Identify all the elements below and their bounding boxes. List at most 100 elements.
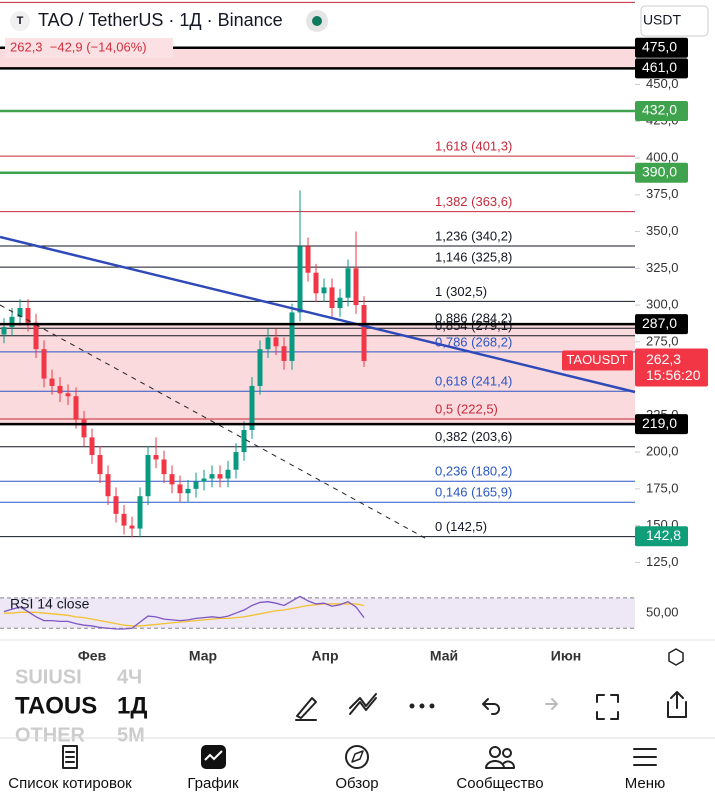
currency: USDT [643, 12, 682, 28]
picker-interval: 1Д [117, 692, 147, 719]
rsi-tick-label: 50,00 [646, 604, 679, 619]
quote: 262,3 −42,9 (−14,06%) [10, 39, 147, 54]
price-badge-label: 461,0 [642, 59, 677, 75]
candle-body [185, 488, 191, 494]
nav-label[interactable]: Сообщество [456, 775, 543, 792]
x-tick-label: Июн [551, 648, 581, 664]
share-icon[interactable] [667, 691, 687, 718]
currency-button[interactable] [640, 5, 709, 37]
candle-body [105, 474, 111, 497]
explore-icon[interactable] [345, 745, 369, 769]
dashed-trend-line [0, 304, 426, 539]
overlay: 475,0 461,0 432,0 390,0 287,0 219,0 142,8 TAOUS… [0, 37, 708, 664]
price-badge-label: 390,0 [642, 163, 677, 179]
x-tick-label: Фев [78, 648, 107, 664]
candle-body [81, 419, 87, 438]
x-tick-label: Мар [189, 648, 217, 664]
quote-bg [5, 38, 173, 58]
price-badge-label: 219,0 [642, 415, 677, 431]
nav-label[interactable]: Обзор [335, 775, 378, 792]
candle-body [153, 455, 159, 460]
fib-label: 0,886 (284,2) [435, 311, 512, 326]
candle-body [297, 246, 303, 313]
nav-label[interactable]: Список котировок [8, 775, 132, 792]
symbol-badge [562, 350, 633, 371]
fib-label: 0,146 (165,9) [435, 485, 512, 500]
candle-body [201, 478, 207, 482]
candle-body [73, 396, 79, 420]
fullscreen-icon[interactable] [596, 694, 619, 720]
fib-label: 0,786 (268,2) [435, 334, 512, 349]
fib-label: 1,382 (363,6) [435, 194, 512, 209]
fib-label: 0,854 (279,1) [435, 318, 512, 333]
rsi-ma [4, 603, 365, 627]
candle-body [233, 452, 239, 470]
redo-icon[interactable] [545, 698, 558, 710]
pencil-icon[interactable] [295, 697, 317, 721]
drawing-tools [295, 691, 687, 721]
candle-body [169, 474, 175, 485]
candle-body [337, 297, 343, 309]
candle-body [249, 385, 255, 431]
y-tick-label: 275,0 [646, 333, 679, 348]
candle-body [97, 455, 103, 475]
chart-icon[interactable] [201, 745, 226, 769]
logo-letter: T [17, 15, 24, 27]
menu-icon[interactable] [633, 748, 657, 766]
candle-body [65, 393, 71, 397]
fib-label: 1,236 (340,2) [435, 228, 512, 243]
y-tick-label: 300,0 [646, 297, 679, 312]
x-tick-label: Май [430, 648, 458, 664]
price-badge-label: 475,0 [642, 38, 677, 54]
candle-body [281, 346, 287, 361]
rsi-title: RSI 14 close [10, 596, 90, 612]
candle-body [121, 513, 127, 526]
nav-label[interactable]: График [187, 775, 239, 792]
candle-body [329, 287, 335, 309]
price-badge [635, 162, 688, 183]
compass-needle [351, 750, 364, 763]
candle-body [49, 378, 55, 386]
fib-label: 0 (142,5) [435, 519, 487, 534]
rsi-band-bg [0, 597, 635, 629]
undo-icon[interactable] [482, 698, 500, 715]
nav-label[interactable]: Меню [625, 775, 666, 792]
y-tick-label: 325,0 [646, 260, 679, 275]
lines-icon[interactable] [349, 693, 377, 715]
candle-body [265, 337, 271, 350]
nav-icons [62, 745, 657, 769]
candle-body [89, 437, 95, 456]
price-badge [635, 37, 688, 58]
fib-label: 1 (302,5) [435, 284, 487, 299]
market-status[interactable] [312, 16, 322, 26]
picker-symbol: OTHER [15, 724, 86, 746]
last-price-badge [635, 348, 708, 387]
y-tick-label: 400,0 [646, 149, 679, 164]
candle-body [1, 327, 7, 335]
candle-body [361, 305, 367, 361]
symbol-picker[interactable]: SUIUSI 4Ч TAOUS 1Д OTHER 5М [15, 666, 147, 746]
candle-body [41, 349, 47, 379]
candle-body [353, 268, 359, 306]
fib-label: 0,382 (203,6) [435, 429, 512, 444]
settings-icon[interactable] [668, 648, 684, 666]
price-badge [635, 414, 688, 435]
y-tick-label: 450,0 [646, 76, 679, 91]
price-badge [635, 314, 688, 335]
x-tick-label: Апр [311, 648, 338, 664]
candle-body [17, 308, 23, 317]
price-badge [635, 58, 688, 79]
candle-body [145, 455, 151, 497]
price-badge-label: 432,0 [642, 102, 677, 118]
y-tick-label: 175,0 [646, 480, 679, 495]
candle-body [217, 474, 223, 479]
target-badge-label: 142,8 [646, 527, 681, 543]
candle-body [161, 459, 167, 475]
candle-body [289, 312, 295, 361]
y-tick-label: 125,0 [646, 554, 679, 569]
fib-label: 0,5 (222,5) [435, 401, 498, 416]
candle-body [345, 268, 351, 298]
community-icon[interactable] [489, 746, 501, 758]
watchlist-icon[interactable] [62, 745, 78, 769]
